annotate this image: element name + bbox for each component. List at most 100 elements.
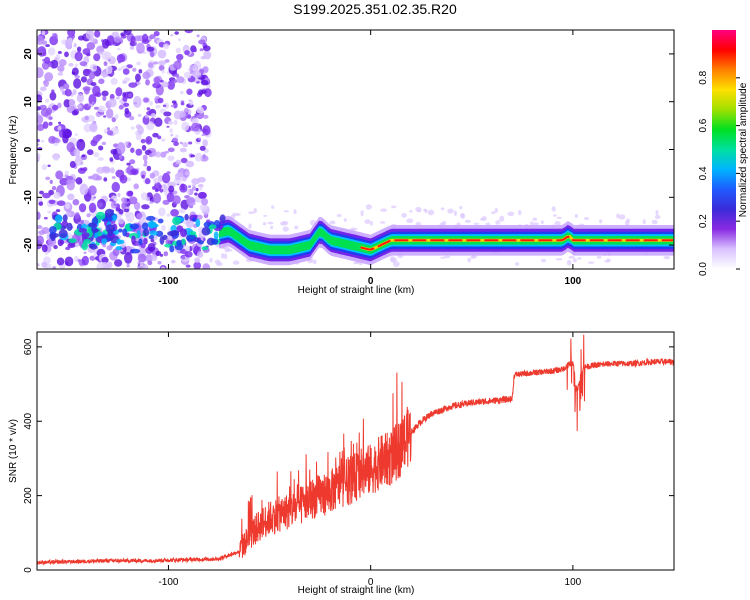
spectrogram-ridge-blob [130,248,141,254]
spectrogram-noise-blob [101,256,109,264]
spectrogram-noise-blob [180,157,188,164]
spectrogram-noise-blob [176,76,185,84]
spectrogram-noise-blob [91,173,100,181]
spectrogram-noise-blob [170,104,175,108]
spectrogram-noise-blob [153,235,158,240]
spectrogram-noise-blob [599,219,603,224]
spectrogram-noise-blob [37,225,43,230]
spectrogram-noise-blob [148,153,153,158]
spectrogram-noise-blob [136,61,142,66]
spectrogram-ridge-blob [157,218,164,224]
spectrogram-noise-blob [149,172,156,179]
spectrogram-noise-blob [158,207,166,217]
spectrogram-noise-blob [401,213,407,218]
spectrogram-ridge-blob [116,238,122,245]
spectrogram-noise-blob [73,148,81,158]
spectrogram-noise-blob [173,110,183,120]
spectrogram-noise-blob [47,210,52,214]
spectrogram-noise-blob [360,210,364,217]
spectrogram-noise-blob [162,172,171,184]
spectrogram-noise-blob [80,76,87,83]
spectrogram-ridge-blob [124,223,131,232]
spectrogram-noise-blob [532,222,539,226]
spectrogram-noise-blob [152,192,162,204]
spectrogram-noise-blob [248,211,255,215]
spectrogram-noise-blob [147,243,156,252]
colorbar-tick-label: 0.8 [698,70,709,84]
spectrogram-noise-blob [108,98,117,108]
spectrogram-noise-blob [124,77,131,82]
spectrogram-noise-blob [129,46,135,50]
spectrogram-noise-blob [424,208,428,214]
spectrogram-noise-blob [51,104,59,111]
spectrogram-noise-blob [583,217,590,220]
spectrogram-noise-blob [223,253,228,260]
spectrogram-noise-blob [179,90,184,95]
spectrogram-noise-blob [74,133,79,136]
spectrogram-noise-blob [64,256,74,267]
spectrogram-noise-blob [37,196,43,202]
spectrogram-noise-blob [142,71,151,80]
spectrogram-noise-blob [101,141,107,146]
spectrogram-noise-blob [389,256,396,262]
spectrogram-noise-blob [105,65,113,75]
spectrogram-ridge-blob [122,228,128,237]
spectrogram-noise-blob [101,50,109,60]
spectrogram-ridge-blob [176,239,182,247]
spectrogram-noise-blob [153,76,161,84]
spectrogram-noise-blob [102,243,107,248]
spectrogram-noise-blob [87,115,95,122]
spectrogram-noise-blob [56,257,65,266]
snr-panel: -100 0 100 0 200 400 600 Height of straight l… [8,331,675,596]
spectrogram-noise-blob [148,62,154,69]
page-title: S199.2025.351.02.35.R20 [293,1,457,17]
spectrogram-noise-blob [59,86,65,92]
spectrogram-noise-blob [48,116,53,120]
spectrogram-noise-blob [191,186,197,191]
spectrogram-ridge-blob [155,230,164,237]
spectrogram-noise-blob [194,152,203,162]
spectrogram-noise-blob [541,258,547,263]
spectrogram-noise-blob [135,148,143,156]
spectrogram-noise-blob [58,121,62,125]
spectrogram-ridge-blob [68,238,77,243]
spectrogram-noise-blob [96,167,105,174]
spectrogram-noise-blob [90,197,95,201]
spectrogram-noise-blob [44,72,54,82]
spectrogram-noise-blob [427,209,435,216]
spectrogram-noise-blob [271,205,275,209]
spectrogram-noise-blob [118,99,122,104]
spectrogram-noise-blob [37,106,42,111]
spectrogram-ridge-blob [198,240,204,245]
spectrogram-y-axis-label: Frequency (Hz) [8,116,19,185]
spectrogram-ridge-blob [213,231,219,240]
spectrogram-noise-blob [283,210,290,213]
spectrogram-ridge-blob [115,245,123,251]
snr-series-line [37,334,674,566]
spectrogram-noise-blob [88,202,97,213]
spectrogram-noise-blob [57,64,65,72]
spectrogram-noise-blob [37,35,45,45]
spectrogram-noise-blob [136,42,145,54]
spectrogram-noise-blob [143,97,149,103]
spectrogram-noise-blob [107,127,111,131]
spectrogram-noise-blob [162,199,170,205]
spectrogram-ridge-blob [193,237,200,243]
spectrogram-noise-blob [518,209,522,216]
spectrogram-noise-blob [74,63,78,68]
spectrogram-ridge-blob [62,214,68,222]
spectrogram-noise-blob [117,67,122,72]
spectrogram-noise-blob [89,37,96,42]
spectrogram-noise-blob [464,219,472,223]
spectrogram-noise-blob [214,259,221,264]
spectrogram-noise-blob [74,51,83,62]
spectrogram-noise-blob [154,117,163,127]
snr-x-axis-label: Height of straight line (km) [298,585,415,596]
spectrogram-noise-blob [132,96,142,108]
spectrogram-y-tick-label: 10 [23,96,34,108]
spectrogram-noise-blob [182,141,189,148]
spectrogram-noise-blob [191,184,196,187]
spectrogram-noise-blob [82,86,92,92]
spectrogram-noise-blob [132,67,137,72]
spectrogram-y-tick-label: 0 [23,146,34,152]
